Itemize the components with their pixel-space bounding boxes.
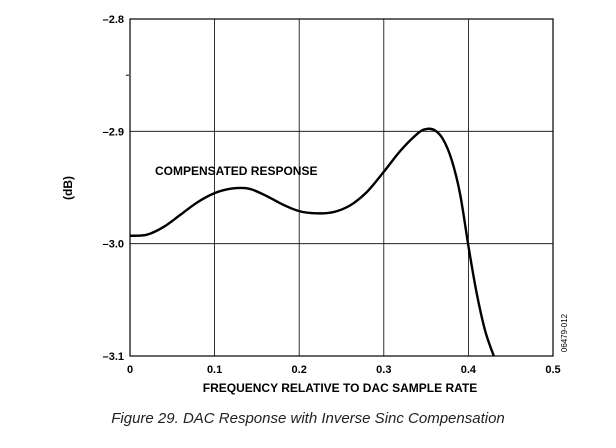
x-axis-label: FREQUENCY RELATIVE TO DAC SAMPLE RATE: [203, 381, 477, 395]
y-tick-label: –2.9: [103, 126, 124, 138]
y-axis-label: (dB): [61, 176, 75, 200]
data-points: [129, 129, 494, 357]
compensated-response-line: [129, 127, 495, 357]
plot-frame: [129, 18, 554, 357]
x-tick-label: 0.1: [207, 364, 222, 376]
y-tick-label: –3.1: [103, 351, 124, 363]
grid-lines: [126, 19, 553, 356]
x-tick-label: 0.5: [545, 364, 560, 376]
figure-id: 06479-012: [560, 313, 569, 352]
figure-caption: Figure 29. DAC Response with Inverse Sin…: [111, 410, 505, 427]
y-tick-labels: –2.8 –2.9 –3.0 –3.1: [103, 14, 124, 363]
y-tick-label: –2.8: [103, 14, 124, 26]
x-tick-label: 0: [127, 364, 133, 376]
compensated-response-label: COMPENSATED RESPONSE: [155, 164, 317, 178]
x-tick-label: 0.2: [292, 364, 307, 376]
y-tick-label: –3.0: [103, 239, 124, 251]
x-tick-labels: 0 0.1 0.2 0.3 0.4 0.5: [127, 364, 561, 376]
x-tick-label: 0.4: [461, 364, 477, 376]
x-tick-label: 0.3: [376, 364, 391, 376]
